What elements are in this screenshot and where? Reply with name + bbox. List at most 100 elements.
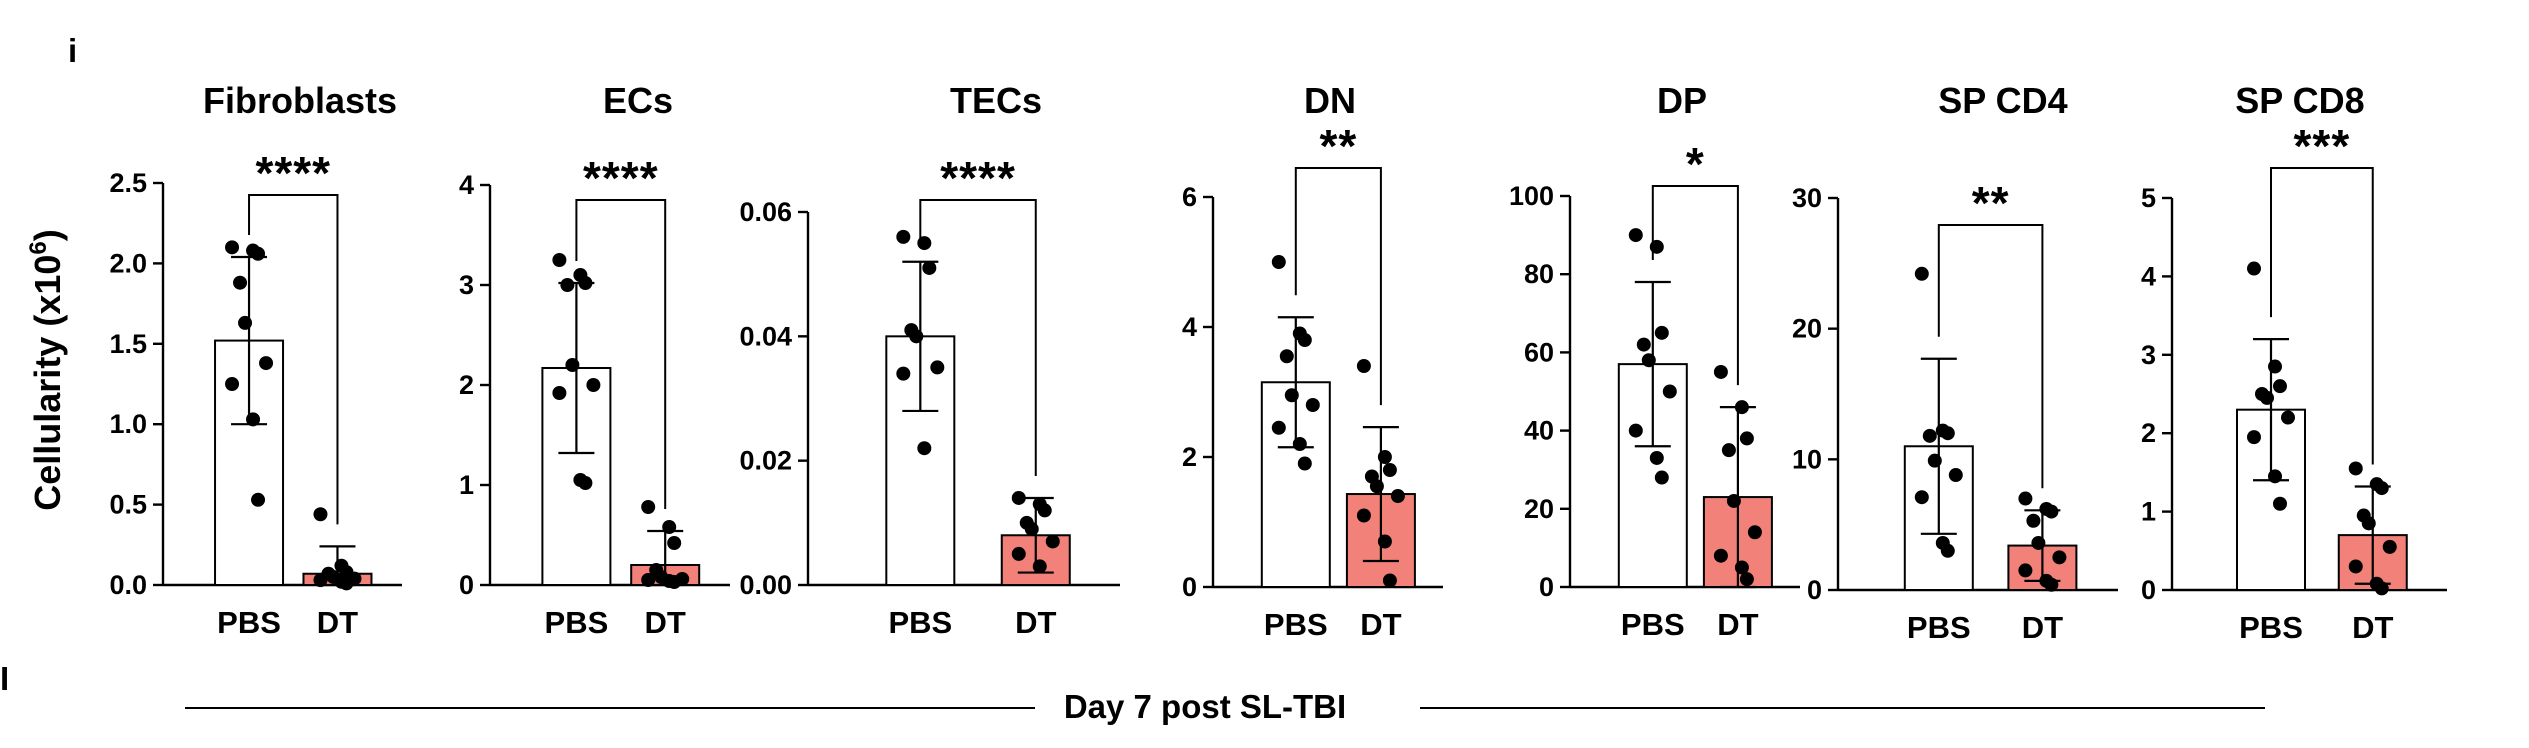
- data-point: [922, 260, 937, 275]
- y-tick-label: 6: [1182, 182, 1197, 212]
- data-point: [1297, 456, 1312, 471]
- y-tick-label: 0.02: [739, 446, 792, 476]
- y-tick-label: 80: [1524, 259, 1554, 289]
- chart-title: SP CD8: [2235, 80, 2364, 121]
- data-point: [1726, 493, 1741, 508]
- data-point: [2260, 390, 2274, 405]
- data-point: [1721, 443, 1736, 458]
- data-point: [1940, 543, 1955, 558]
- data-point: [1356, 359, 1371, 373]
- significance-bracket: [2270, 167, 2374, 465]
- data-point: [641, 500, 656, 514]
- significance-bracket: [1937, 224, 2044, 489]
- x-category-label: PBS: [1264, 607, 1328, 642]
- data-point: [1948, 468, 1963, 483]
- data-point: [1636, 337, 1651, 352]
- data-point: [1011, 546, 1026, 561]
- data-point: [1032, 559, 1047, 574]
- y-tick-label: 0: [1807, 575, 1822, 605]
- data-point: [1045, 534, 1060, 549]
- data-point: [225, 240, 240, 255]
- data-point: [1382, 463, 1397, 477]
- data-point: [2018, 563, 2033, 578]
- x-category-label: DT: [2022, 610, 2063, 645]
- data-point: [1914, 266, 1929, 281]
- data-point: [313, 573, 328, 588]
- data-point: [1377, 534, 1392, 549]
- chart-title: Fibroblasts: [203, 80, 397, 121]
- y-tick-label: 100: [1509, 181, 1554, 211]
- data-point: [552, 253, 567, 267]
- data-point: [1739, 572, 1754, 587]
- footer-label: Day 7 post SL-TBI: [1064, 688, 1346, 725]
- data-point: [2281, 410, 2295, 425]
- chart-title: DN: [1304, 80, 1356, 121]
- y-tick-label: 2.0: [109, 248, 147, 278]
- data-point: [2044, 577, 2059, 592]
- y-tick-label: 0.0: [109, 570, 147, 600]
- data-point: [667, 575, 682, 589]
- y-tick-label: 4: [459, 170, 474, 200]
- data-point: [1377, 450, 1392, 464]
- data-point: [1739, 431, 1754, 446]
- y-tick-label: 1.0: [109, 409, 147, 439]
- chart-panel-sp-cd4: SP CD4 0 10 20 30 PBS DT **: [1792, 80, 2118, 645]
- data-point: [641, 573, 656, 587]
- chart-panel-dn: DN 0 2 4 6 PBS DT **: [1182, 80, 1443, 642]
- x-category-label: PBS: [217, 605, 281, 640]
- y-tick-label: 60: [1524, 337, 1554, 367]
- data-point: [1734, 400, 1749, 415]
- y-tick-label: 20: [1792, 314, 1822, 344]
- data-point: [1628, 228, 1643, 243]
- y-tick-label: 0: [2141, 575, 2156, 605]
- y-tick-label: 0: [1539, 572, 1554, 602]
- data-point: [917, 441, 932, 456]
- y-tick-label: 2: [1182, 442, 1197, 472]
- data-point: [238, 315, 253, 330]
- data-point: [896, 366, 911, 381]
- y-tick-label: 0: [1182, 572, 1197, 602]
- data-point: [1382, 573, 1397, 588]
- data-point: [1271, 255, 1286, 269]
- data-point: [586, 378, 601, 392]
- y-tick-label: 4: [1182, 312, 1197, 342]
- data-point: [1713, 364, 1728, 379]
- data-point: [2268, 359, 2282, 374]
- significance-stars: **: [1319, 120, 1357, 172]
- x-category-label: PBS: [1907, 610, 1971, 645]
- data-point: [246, 412, 261, 427]
- chart-title: DP: [1657, 80, 1707, 121]
- y-tick-label: 10: [1792, 444, 1822, 474]
- data-point: [662, 520, 677, 534]
- data-point: [2348, 559, 2363, 574]
- x-category-label: PBS: [2239, 610, 2303, 645]
- data-point: [1279, 349, 1294, 364]
- shared-y-axis-label: Cellularity (x106): [25, 229, 68, 510]
- significance-stars: ***: [2294, 120, 2351, 172]
- data-point: [1649, 450, 1664, 465]
- chart-panel-dp: DP 0 20 40 60 80 100 PBS DT *: [1509, 80, 1800, 642]
- data-point: [1940, 426, 1955, 441]
- significance-stars: ****: [583, 152, 659, 204]
- y-tick-label: 1: [459, 470, 474, 500]
- data-point: [339, 576, 354, 591]
- data-point: [560, 278, 575, 292]
- y-tick-label: 2: [2141, 418, 2156, 448]
- data-point: [1037, 503, 1052, 518]
- significance-bracket: [575, 199, 667, 509]
- chart-title: ECs: [603, 80, 673, 121]
- data-point: [1011, 490, 1026, 505]
- left-edge-fragment-top: i: [68, 32, 77, 69]
- y-tick-label: 30: [1792, 183, 1822, 213]
- data-point: [1922, 428, 1937, 443]
- data-point: [251, 246, 266, 261]
- significance-stars: ****: [255, 147, 331, 199]
- data-point: [225, 377, 240, 391]
- chart-title: SP CD4: [1938, 80, 2067, 121]
- data-point: [2268, 469, 2282, 484]
- y-tick-label: 1.5: [109, 329, 147, 359]
- data-point: [2361, 516, 2376, 531]
- data-point: [2374, 481, 2389, 496]
- data-point: [2247, 261, 2261, 276]
